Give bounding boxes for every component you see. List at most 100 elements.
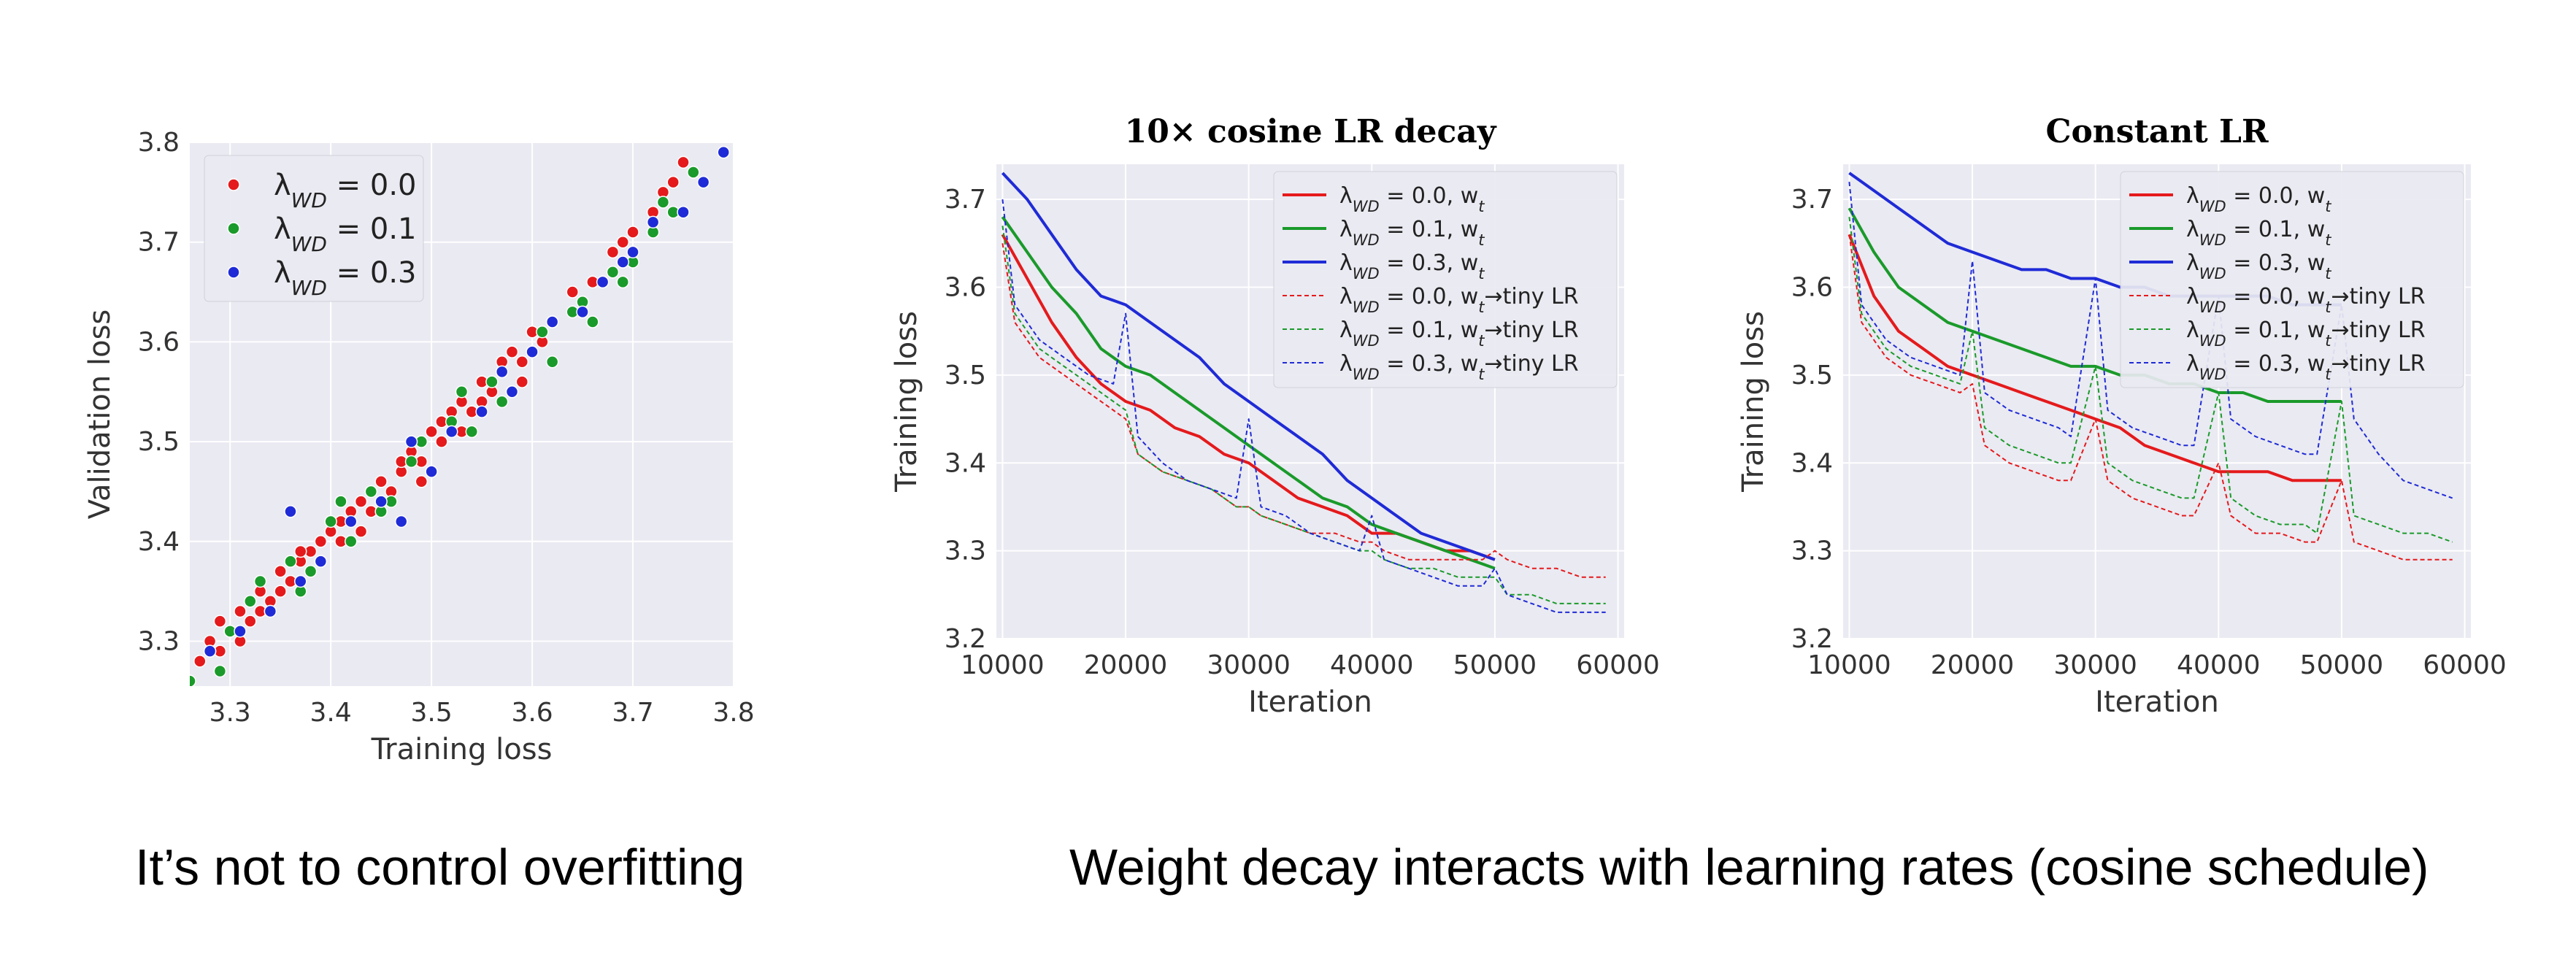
legend-entry: λWD = 0.1, wt — [1339, 217, 1485, 249]
scatter-point — [314, 535, 328, 548]
y-tick-label: 3.4 — [1791, 448, 1833, 478]
legend-entry: λWD = 0.3, wt→tiny LR — [2186, 351, 2426, 383]
legend-entry: λWD = 0.3, wt — [1339, 250, 1485, 282]
y-tick-label: 3.6 — [945, 273, 986, 303]
scatter-point — [213, 664, 227, 678]
scatter-point — [495, 395, 509, 409]
legend-box — [2120, 171, 2464, 388]
y-tick-label: 3.3 — [945, 536, 986, 566]
scatter-point — [545, 315, 559, 328]
scatter-point — [274, 565, 287, 578]
scatter-point — [274, 585, 287, 598]
x-tick-label: 20000 — [1931, 650, 2015, 680]
scatter-point — [465, 425, 479, 439]
scatter-point — [717, 145, 730, 159]
scatter-point — [190, 674, 196, 686]
series-line — [1001, 216, 1496, 570]
scatter-point — [244, 595, 257, 608]
legend-entry: λWD = 0.3, wt — [2186, 250, 2331, 282]
scatter-point — [616, 235, 629, 249]
series-line — [1001, 172, 1496, 561]
scatter-point — [586, 315, 599, 328]
scatter-point — [596, 275, 610, 289]
scatter-point — [515, 375, 529, 388]
x-tick-label: 10000 — [961, 650, 1045, 680]
legend-marker — [227, 222, 240, 235]
scatter-point — [626, 245, 639, 259]
scatter-point — [253, 574, 267, 588]
y-axis-label: Validation loss — [83, 309, 117, 520]
scatter-point — [606, 245, 620, 259]
scatter-point — [404, 435, 418, 448]
x-tick-label: 60000 — [1576, 650, 1660, 680]
scatter-point — [606, 265, 620, 279]
x-tick-label: 30000 — [2053, 650, 2137, 680]
scatter-point — [455, 385, 469, 399]
y-tick-label: 3.4 — [945, 448, 986, 478]
legend-entry: λWD = 0.0, wt→tiny LR — [2186, 284, 2426, 316]
scatter-point — [505, 345, 519, 358]
legend-entry: λWD = 0.0, wt→tiny LR — [1339, 284, 1579, 316]
scatter-point — [404, 455, 418, 469]
y-axis-label: Training loss — [1737, 311, 1770, 493]
scatter-point — [485, 375, 499, 388]
series-line — [1001, 226, 1606, 604]
scatter-point — [374, 495, 388, 508]
y-tick-label: 3.6 — [138, 327, 180, 357]
scatter-point — [515, 355, 529, 369]
y-axis-label: Training loss — [890, 311, 923, 493]
scatter-point — [696, 175, 710, 189]
scatter-point — [193, 655, 207, 668]
scatter-point — [435, 435, 448, 448]
scatter-point — [687, 166, 700, 179]
y-tick-label: 3.7 — [945, 185, 986, 215]
plot-area — [1848, 172, 2453, 561]
scatter-point — [294, 574, 307, 588]
y-tick-label: 3.5 — [1791, 361, 1833, 390]
scatter-point — [264, 604, 277, 618]
legend-box — [204, 155, 424, 302]
caption-left: It’s not to control overfitting — [135, 839, 745, 896]
caption-right: Weight decay interacts with learning rat… — [1069, 839, 2429, 896]
x-tick-label: 40000 — [2177, 650, 2261, 680]
y-tick-label: 3.7 — [138, 228, 180, 258]
y-tick-label: 3.8 — [138, 128, 180, 158]
y-tick-label: 3.4 — [138, 527, 180, 557]
scatter-point — [505, 385, 519, 399]
legend-entry: λWD = 0.1 — [274, 212, 416, 256]
y-tick-label: 3.5 — [138, 427, 180, 457]
y-tick-label: 3.2 — [1791, 624, 1833, 654]
scatter-point — [425, 465, 438, 478]
legend-marker — [227, 266, 240, 279]
scatter-point — [495, 365, 509, 379]
series-line — [1848, 217, 2453, 543]
series-line — [1848, 234, 2453, 561]
scatter-point — [677, 205, 690, 219]
scatter-point — [344, 535, 358, 548]
x-tick-label: 10000 — [1807, 650, 1891, 680]
x-tick-label: 50000 — [1453, 650, 1537, 680]
line-chart-cosine-lr: 10000 20000 30000 40000 50000 60000 3.2 3.3 3.4 3… — [890, 113, 1660, 719]
x-tick-label: 40000 — [1330, 650, 1414, 680]
scatter-point — [576, 305, 589, 319]
scatter-point — [677, 155, 690, 169]
scatter-point — [536, 325, 549, 339]
scatter-point — [203, 644, 217, 658]
x-tick-label: 50000 — [2300, 650, 2384, 680]
x-tick-label: 30000 — [1207, 650, 1291, 680]
scatter-point — [545, 355, 559, 369]
scatter-point — [314, 555, 328, 568]
x-tick-label: 3.3 — [209, 698, 251, 728]
scatter-point — [374, 475, 388, 488]
scatter-point — [425, 425, 438, 439]
x-tick-label: 3.7 — [612, 698, 653, 728]
scatter-point — [475, 405, 488, 418]
line-chart-constant-lr: 10000 20000 30000 40000 50000 60000 3.2 3.3 3.4 3… — [1737, 113, 2507, 719]
scatter-point — [234, 604, 247, 618]
legend-entry: λWD = 0.3 — [274, 256, 416, 300]
scatter-point — [354, 495, 368, 508]
scatter-point — [626, 226, 639, 239]
x-tick-label: 3.5 — [410, 698, 452, 728]
x-tick-label: 20000 — [1084, 650, 1168, 680]
legend-entry: λWD = 0.1, wt — [2186, 217, 2331, 249]
